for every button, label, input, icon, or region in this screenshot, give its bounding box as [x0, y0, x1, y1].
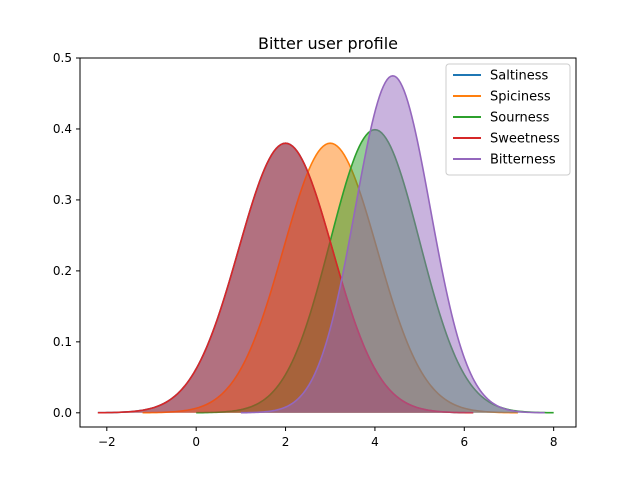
legend-box: [445, 63, 571, 176]
chart-title: Bitter user profile: [258, 34, 398, 53]
y-tick-label: 0.5: [53, 51, 72, 65]
x-tick-label: −2: [98, 435, 116, 449]
legend-label-bitterness: Bitterness: [490, 153, 556, 168]
x-tick-label: 6: [460, 435, 468, 449]
area-bitterness: [240, 75, 545, 413]
area-sweetness: [97, 143, 474, 413]
line-bitterness: [240, 74, 545, 414]
y-tick-label: 0.0: [53, 406, 72, 420]
y-tick-label: 0.4: [53, 122, 72, 136]
y-tick-label: 0.3: [53, 193, 72, 207]
series-layer: [97, 74, 554, 414]
x-axis: −2 0 2 4 6 8: [98, 427, 558, 449]
legend-label-sourness: Sourness: [490, 111, 550, 126]
x-tick-label: 4: [371, 435, 379, 449]
y-tick-label: 0.2: [53, 264, 72, 278]
legend-label-sweetness: Sweetness: [490, 132, 560, 147]
plot-frame: [79, 57, 577, 428]
x-tick-label: 2: [282, 435, 290, 449]
y-tick-label: 0.1: [53, 335, 72, 349]
x-tick-label: 0: [192, 435, 200, 449]
y-axis: 0.0 0.1 0.2 0.3 0.4 0.5: [53, 51, 80, 420]
legend: Saltiness Spiciness Sourness Sweetness Bitte…: [445, 63, 571, 176]
legend-label-saltiness: Saltiness: [490, 69, 549, 84]
x-tick-label: 8: [550, 435, 558, 449]
legend-label-spiciness: Spiciness: [490, 90, 551, 105]
